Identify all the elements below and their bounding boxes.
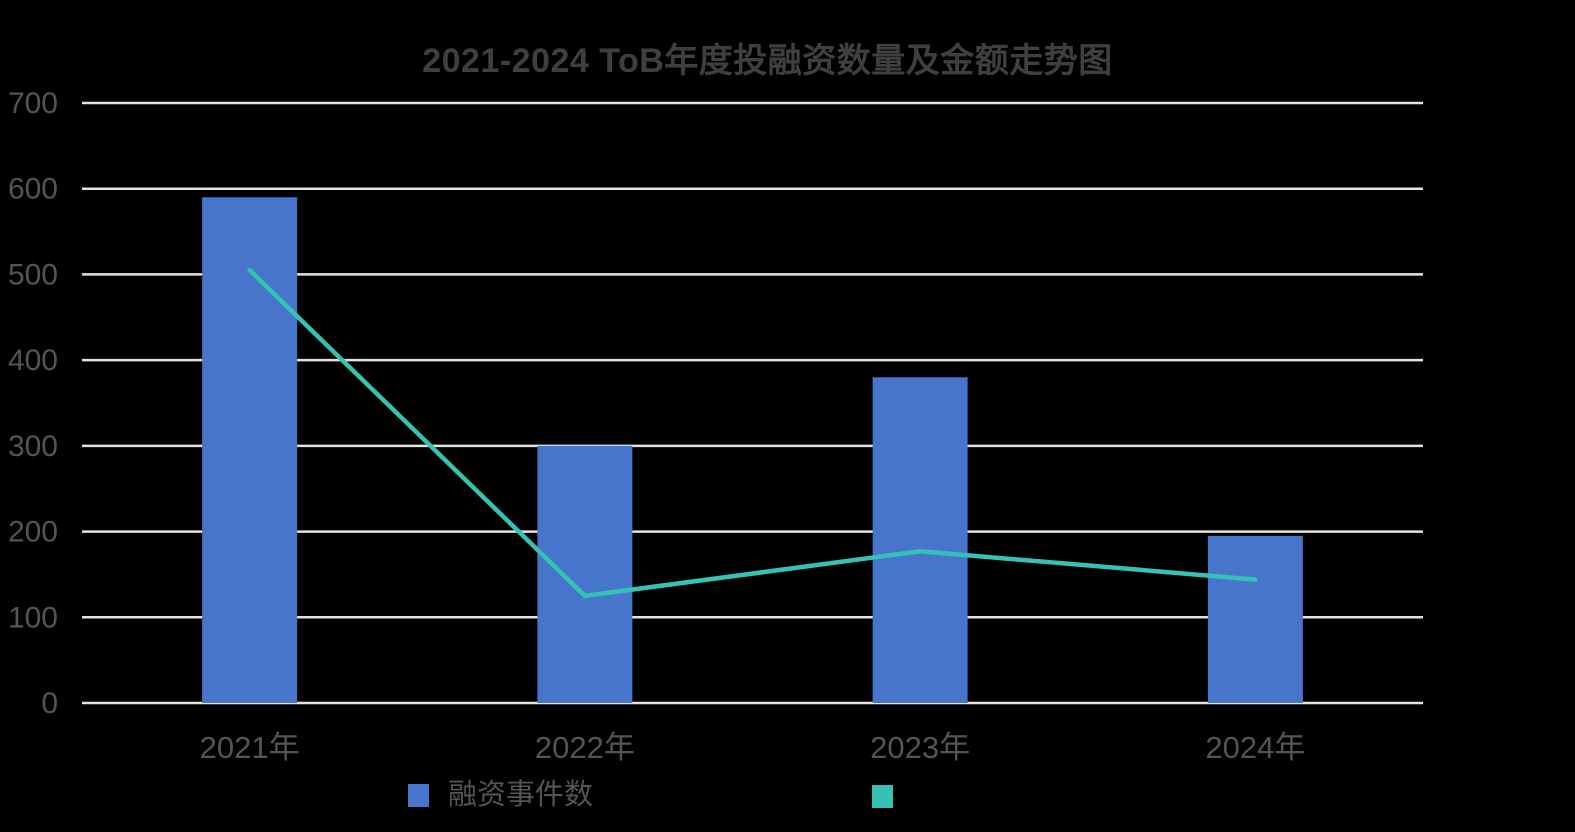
y-axis-tick-label: 400 bbox=[8, 344, 58, 377]
legend-label-bar-series: 融资事件数 bbox=[448, 779, 594, 811]
x-axis-tick-label: 2024年 bbox=[1205, 730, 1305, 765]
bar-2024年 bbox=[1207, 535, 1303, 703]
bar-2021年 bbox=[202, 197, 298, 704]
x-axis-tick-label: 2023年 bbox=[870, 730, 970, 765]
x-axis-tick-label: 2021年 bbox=[200, 730, 300, 765]
y-axis-tick-label: 300 bbox=[8, 430, 58, 463]
chart-title: 2021-2024 ToB年度投融资数量及金额走势图 bbox=[422, 42, 1113, 80]
x-axis-tick-label: 2022年 bbox=[535, 730, 635, 765]
y-axis-tick-label: 600 bbox=[8, 173, 58, 206]
bar-2023年 bbox=[872, 377, 968, 703]
legend-swatch-line-icon bbox=[872, 785, 893, 808]
y-axis-tick-label: 200 bbox=[8, 516, 58, 549]
y-axis-tick-label: 100 bbox=[8, 601, 58, 634]
y-axis-tick-label: 700 bbox=[8, 87, 58, 120]
legend-swatch-bar-icon bbox=[408, 784, 429, 807]
trend-line bbox=[247, 267, 1258, 599]
legend-item-line-series bbox=[872, 785, 912, 808]
legend-item-bar-series: 融资事件数 bbox=[408, 781, 593, 810]
y-axis-tick-label: 0 bbox=[41, 687, 58, 720]
bar-2022年 bbox=[537, 445, 633, 703]
y-axis-tick-label: 500 bbox=[8, 258, 58, 291]
